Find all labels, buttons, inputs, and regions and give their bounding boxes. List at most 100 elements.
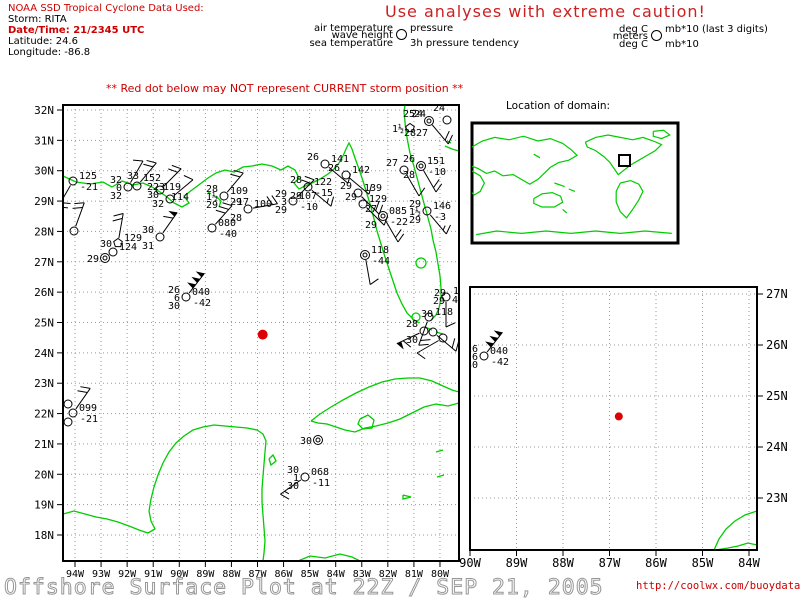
svg-text:32: 32 — [152, 199, 164, 210]
svg-text:26: 26 — [168, 285, 180, 296]
svg-text:-42: -42 — [491, 357, 509, 368]
svg-text:81W: 81W — [405, 569, 424, 580]
svg-text:90W: 90W — [459, 556, 481, 570]
legend-tendency-units: mb*10 — [665, 39, 699, 50]
svg-text:27: 27 — [365, 204, 377, 215]
svg-text:29: 29 — [434, 288, 446, 299]
svg-text:-21: -21 — [80, 414, 98, 425]
station-plot: 28 29 122-15 — [290, 175, 335, 207]
svg-text:30: 30 — [168, 301, 180, 312]
svg-text:29: 29 — [290, 191, 302, 202]
main-map: 32N 31N 30N 29N 28N 27N 26N 25N 24N 23N 22N 21N 20N 1… — [34, 103, 465, 580]
station-plot: 26 142 — [328, 163, 373, 195]
svg-text:21N: 21N — [34, 438, 54, 451]
svg-text:85W: 85W — [692, 556, 714, 570]
svg-text:100: 100 — [254, 199, 272, 210]
svg-text:30: 30 — [421, 309, 433, 320]
zoom-inset-map: 27N 26N 25N 24N 23N 90W 89W 88W 87W 86W 85W 84W 2663… — [459, 286, 788, 570]
svg-text:-10: -10 — [300, 202, 318, 213]
storm-latitude: Latitude: 24.6 — [8, 36, 78, 47]
station-plot — [69, 202, 85, 236]
svg-text:30: 30 — [287, 481, 299, 492]
svg-text:-15: -15 — [315, 188, 333, 199]
svg-text:26N: 26N — [34, 286, 54, 299]
legend-units-circle-icon — [651, 30, 662, 41]
svg-text:32: 32 — [110, 191, 122, 202]
svg-text:30: 30 — [466, 360, 478, 371]
station-plot — [155, 164, 182, 195]
storm-position-warning: ** Red dot below may NOT represent CURRE… — [106, 82, 464, 95]
svg-text:84W: 84W — [738, 556, 760, 570]
svg-text:29: 29 — [340, 181, 352, 192]
svg-text:28: 28 — [403, 170, 415, 181]
station-plot: 080-40 — [207, 202, 237, 240]
svg-text:24: 24 — [411, 109, 423, 120]
svg-text:085: 085 — [389, 206, 407, 217]
svg-text:86W: 86W — [275, 569, 294, 580]
station-plot — [63, 399, 73, 409]
svg-text:94W: 94W — [66, 569, 85, 580]
svg-text:20N: 20N — [34, 468, 54, 481]
svg-text:040: 040 — [490, 346, 508, 357]
world-inset-title: Location of domain: — [506, 100, 611, 112]
svg-text:30: 30 — [100, 239, 112, 250]
svg-text:-22: -22 — [390, 217, 408, 228]
station-plot: 24 — [411, 109, 453, 145]
svg-text:1½: 1½ — [392, 123, 404, 135]
legend-sea-temp-label: sea temperature — [309, 38, 393, 49]
svg-text:29: 29 — [409, 215, 421, 226]
svg-text:83W: 83W — [353, 569, 372, 580]
svg-text:82W: 82W — [379, 569, 398, 580]
svg-text:139: 139 — [364, 183, 382, 194]
station-plot: 29 — [87, 253, 110, 265]
storm-position-dot — [257, 329, 268, 340]
storm-name: Storm: RITA — [8, 14, 67, 25]
svg-text:86W: 86W — [645, 556, 667, 570]
svg-text:-10: -10 — [428, 167, 446, 178]
legend-wave-height-units: meters — [612, 31, 648, 42]
svg-text:24: 24 — [433, 103, 445, 114]
legend-wave-height-label: wave height — [331, 30, 393, 41]
svg-text:88W: 88W — [222, 569, 241, 580]
svg-text:-42: -42 — [193, 298, 211, 309]
station-plot — [165, 175, 194, 204]
svg-text:29N: 29N — [34, 195, 54, 208]
svg-text:28: 28 — [406, 319, 418, 330]
svg-text:152: 152 — [143, 173, 161, 184]
svg-text:84W: 84W — [327, 569, 346, 580]
storm-longitude: Longitude: -86.8 — [8, 47, 91, 58]
station-plot: 29 28 100 — [230, 195, 278, 224]
svg-text:3: 3 — [281, 197, 287, 208]
svg-text:31N: 31N — [34, 134, 54, 147]
svg-text:6: 6 — [472, 352, 478, 363]
svg-text:28: 28 — [290, 175, 302, 186]
svg-text:28: 28 — [230, 213, 242, 224]
source-url-link[interactable]: http://coolwx.com/buoydata — [636, 580, 800, 592]
svg-text:099: 099 — [79, 403, 97, 414]
svg-text:-3: -3 — [434, 212, 446, 223]
svg-text:32: 32 — [110, 175, 122, 186]
svg-text:80W: 80W — [431, 569, 450, 580]
svg-text:28: 28 — [206, 184, 218, 195]
svg-text:87W: 87W — [248, 569, 267, 580]
legend-pressure-label: pressure — [410, 23, 454, 34]
svg-text:27N: 27N — [34, 256, 54, 269]
caution-banner: Use analyses with extreme caution! — [385, 2, 706, 21]
svg-text:29: 29 — [433, 296, 445, 307]
station-plot: 124 — [108, 242, 137, 257]
svg-text:88W: 88W — [552, 556, 574, 570]
station-plot — [428, 327, 459, 352]
station-plot: 125-21 — [63, 171, 98, 209]
svg-text:89W: 89W — [196, 569, 215, 580]
station-plot — [416, 333, 448, 360]
svg-text:129: 129 — [369, 194, 387, 205]
svg-text:12: 12 — [453, 286, 465, 297]
svg-text:30N: 30N — [34, 165, 54, 178]
domain-marker — [618, 154, 631, 167]
svg-text:040: 040 — [192, 287, 210, 298]
